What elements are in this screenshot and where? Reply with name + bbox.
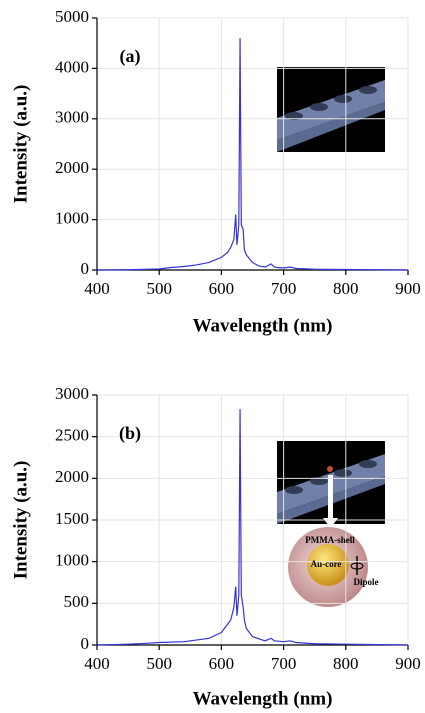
inset-b [277, 441, 385, 607]
spectrum-line [96, 409, 409, 646]
x-tick-label: 600 [209, 654, 235, 673]
y-tick-label: 1000 [55, 209, 89, 228]
x-tick-label: 700 [271, 654, 297, 673]
y-tick-label: 3000 [55, 108, 89, 127]
y-tick-label: 2000 [55, 467, 89, 486]
y-axis-label: Intensity (a.u.) [10, 461, 31, 580]
spectrum-line [96, 38, 409, 271]
y-tick-label: 500 [64, 592, 90, 611]
x-tick-label: 800 [333, 279, 359, 298]
y-tick-label: 2000 [55, 158, 89, 177]
y-tick-label: 1000 [55, 551, 89, 570]
inset-label: PMMA-shell [305, 535, 355, 545]
x-tick-label: 800 [333, 654, 359, 673]
x-tick-label: 600 [209, 279, 235, 298]
x-tick-label: 500 [146, 279, 172, 298]
inset-a [277, 67, 385, 152]
x-tick-label: 900 [395, 654, 421, 673]
x-axis-label: Wavelength (nm) [193, 688, 333, 709]
y-axis-label: Intensity (a.u.) [10, 85, 31, 204]
y-tick-label: 0 [81, 259, 90, 278]
x-tick-label: 400 [84, 654, 110, 673]
inset-label: Dipole [353, 577, 378, 587]
y-tick-label: 4000 [55, 57, 89, 76]
y-tick-label: 0 [81, 634, 90, 653]
x-tick-label: 400 [84, 279, 110, 298]
y-tick-label: 1500 [55, 509, 89, 528]
inset-label: Au-core [311, 559, 342, 569]
x-tick-label: 700 [271, 279, 297, 298]
y-tick-label: 2500 [55, 426, 89, 445]
y-tick-label: 3000 [55, 384, 89, 403]
x-tick-label: 900 [395, 279, 421, 298]
x-axis-label: Wavelength (nm) [193, 315, 333, 336]
panel-label: (b) [119, 423, 141, 444]
panel-label: (a) [120, 46, 141, 67]
y-tick-label: 5000 [55, 7, 89, 26]
x-tick-label: 500 [146, 654, 172, 673]
